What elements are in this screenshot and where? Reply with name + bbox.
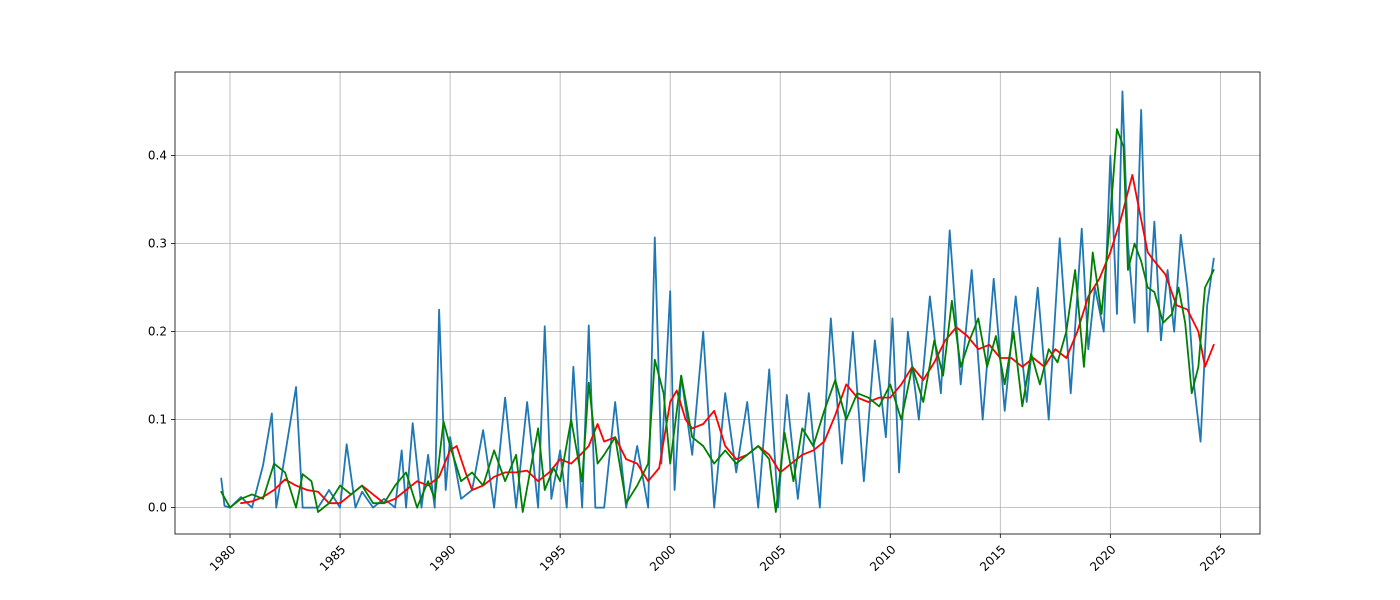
y-tick-label: 0.3 (148, 237, 167, 251)
y-tick-label: 0.2 (148, 325, 167, 339)
series-line-3 (220, 128, 1215, 513)
y-tick-label: 0.0 (148, 501, 167, 515)
y-axis: 0.0 0.1 0.2 0.3 0.4 (148, 149, 175, 515)
plot-area-frame (174, 71, 1261, 535)
y-tick-label: 0.1 (148, 413, 167, 427)
series-layer (220, 90, 1215, 513)
y-tick-label: 0.4 (148, 149, 167, 163)
series-line-1 (220, 90, 1215, 509)
